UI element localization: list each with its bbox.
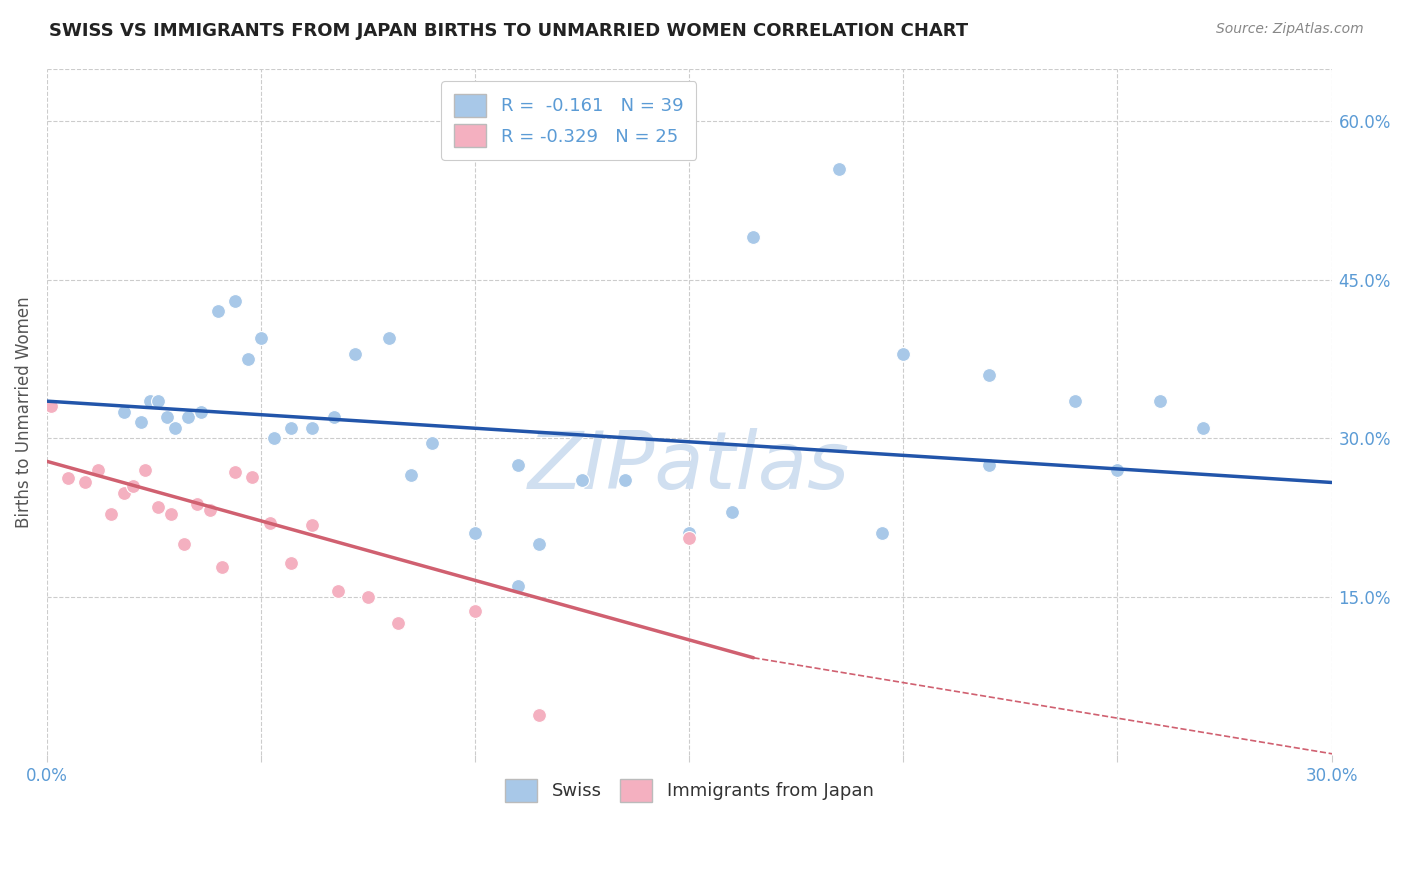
Point — [112, 486, 135, 500]
Point — [280, 420, 302, 434]
Point — [39, 400, 62, 414]
Point — [1192, 420, 1215, 434]
Point — [322, 409, 344, 424]
Point — [506, 458, 529, 472]
Point — [678, 526, 700, 541]
Point — [186, 497, 208, 511]
Point — [1149, 394, 1171, 409]
Point — [378, 331, 401, 345]
Point — [75, 475, 97, 490]
Point — [678, 532, 700, 546]
Point — [357, 590, 380, 604]
Point — [39, 400, 62, 414]
Point — [977, 458, 1000, 472]
Point — [177, 409, 200, 424]
Point — [138, 394, 160, 409]
Point — [250, 331, 273, 345]
Point — [121, 478, 143, 492]
Point — [344, 346, 367, 360]
Point — [148, 500, 170, 514]
Point — [891, 346, 914, 360]
Point — [211, 560, 233, 574]
Point — [571, 474, 593, 488]
Point — [399, 468, 422, 483]
Point — [173, 537, 195, 551]
Point — [614, 474, 637, 488]
Point — [236, 351, 259, 366]
Point — [100, 507, 122, 521]
Point — [190, 405, 212, 419]
Point — [112, 405, 135, 419]
Point — [1063, 394, 1085, 409]
Point — [148, 394, 170, 409]
Point — [420, 436, 443, 450]
Y-axis label: Births to Unmarried Women: Births to Unmarried Women — [15, 296, 32, 527]
Legend: Swiss, Immigrants from Japan: Swiss, Immigrants from Japan — [492, 766, 886, 814]
Point — [134, 463, 156, 477]
Point — [301, 517, 323, 532]
Point — [742, 230, 765, 244]
Point — [242, 470, 264, 484]
Point — [977, 368, 1000, 382]
Text: Source: ZipAtlas.com: Source: ZipAtlas.com — [1216, 22, 1364, 37]
Point — [464, 526, 486, 541]
Point — [464, 604, 486, 618]
Point — [828, 161, 851, 176]
Point — [259, 516, 281, 530]
Point — [280, 556, 302, 570]
Point — [165, 420, 187, 434]
Point — [160, 507, 183, 521]
Point — [87, 463, 110, 477]
Point — [198, 503, 221, 517]
Point — [387, 615, 409, 630]
Point — [263, 431, 285, 445]
Point — [529, 707, 551, 722]
Point — [721, 505, 744, 519]
Point — [224, 293, 246, 308]
Point — [207, 304, 229, 318]
Point — [529, 537, 551, 551]
Point — [870, 526, 893, 541]
Point — [58, 471, 80, 485]
Point — [506, 579, 529, 593]
Point — [326, 584, 349, 599]
Point — [129, 415, 152, 429]
Point — [1107, 463, 1129, 477]
Point — [301, 420, 323, 434]
Point — [156, 409, 179, 424]
Text: ZIPatlas: ZIPatlas — [529, 427, 851, 506]
Text: SWISS VS IMMIGRANTS FROM JAPAN BIRTHS TO UNMARRIED WOMEN CORRELATION CHART: SWISS VS IMMIGRANTS FROM JAPAN BIRTHS TO… — [49, 22, 969, 40]
Point — [224, 465, 246, 479]
